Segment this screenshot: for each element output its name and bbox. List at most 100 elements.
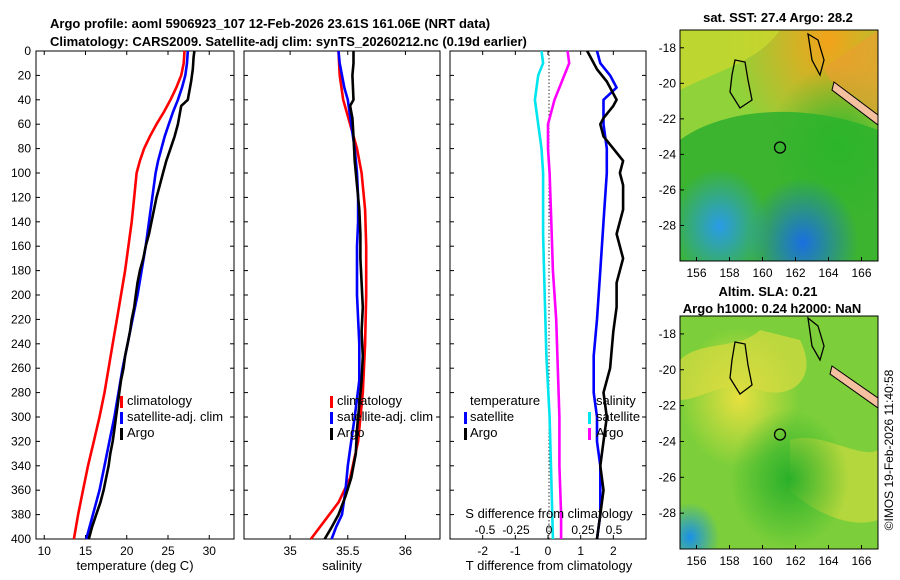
- x-tick-label: 36: [399, 544, 413, 558]
- legend-label-s-satellite: satellite: [596, 409, 640, 424]
- legend-title-temperature: temperature: [470, 393, 540, 408]
- depth-tick-label: 120: [11, 190, 31, 204]
- map-x-tick-label: 158: [719, 266, 739, 280]
- temperature-tick-labels: 10 15 20 25 30: [36, 50, 234, 558]
- depth-tick-label: 40: [18, 93, 32, 107]
- legend-swatch-t-satellite: [464, 412, 467, 424]
- map-y-tick-label: -18: [659, 41, 677, 55]
- x-tick-label: 0: [545, 544, 552, 558]
- sla-axes-box: [679, 315, 879, 550]
- sst-map-field: [680, 30, 878, 261]
- legend-label-s-argo: Argo: [596, 425, 623, 440]
- sla-map-field: [680, 316, 878, 549]
- legend-swatch-s-argo: [588, 428, 591, 440]
- legend-swatch-s-satellite: [588, 412, 591, 424]
- map-y-tick-label: -20: [659, 363, 677, 377]
- salinity-legend: climatology satellite-adj. clim Argo: [330, 393, 433, 440]
- map-y-tick-label: -26: [659, 470, 677, 484]
- sla-map-panel: Altim. SLA: 0.21 Argo h1000: 0.24 h2000:…: [659, 284, 879, 568]
- depth-tick-label: 400: [11, 532, 31, 546]
- salinity-xlabel: salinity: [322, 558, 362, 573]
- legend-swatch-climatology: [120, 396, 123, 408]
- legend-swatch-satellite-adj: [330, 412, 333, 424]
- depth-tick-label: 260: [11, 361, 31, 375]
- new-caledonia-land: [831, 81, 878, 126]
- x-tick-label: 10: [38, 544, 52, 558]
- s-tick: -0.25: [502, 523, 530, 537]
- new-caledonia-land: [829, 365, 878, 409]
- map-x-tick-label: 162: [785, 554, 805, 568]
- header-line-2: Climatology: CARS2009. Satellite-adj cli…: [50, 34, 527, 49]
- depth-tick-label: 320: [11, 434, 31, 448]
- salinity-panel: 35 35.5 36 salinity climatology satellite-…: [243, 50, 441, 573]
- temperature-legend: climatology satellite-adj. clim Argo: [120, 393, 223, 440]
- x-tick-label: 1: [577, 544, 584, 558]
- x-tick-label: 2: [610, 544, 617, 558]
- legend-label-climatology: climatology: [127, 393, 193, 408]
- legend-label-satellite-adj: satellite-adj. clim: [127, 409, 223, 424]
- salinity-axes-box: [243, 50, 441, 540]
- legend-title-salinity: salinity: [596, 393, 636, 408]
- header-line-1: Argo profile: aoml 5906923_107 12-Feb-20…: [50, 16, 490, 31]
- map-y-tick-label: -28: [659, 506, 677, 520]
- series-line-s-satellite: [533, 50, 555, 540]
- x-tick-label: 15: [79, 544, 93, 558]
- sla-map-subtitle: Argo h1000: 0.24 h2000: NaN: [683, 301, 861, 316]
- depth-tick-label: 200: [11, 288, 31, 302]
- s-tick: 0: [546, 523, 553, 537]
- map-y-tick-label: -24: [659, 434, 677, 448]
- depth-tick-label: 280: [11, 386, 31, 400]
- sla-map-title: Altim. SLA: 0.21: [719, 284, 818, 299]
- difference-series: [533, 50, 625, 540]
- argo-float-marker: [773, 428, 787, 441]
- map-y-tick-label: -22: [659, 399, 677, 413]
- s-difference-label: S difference from climatology: [465, 506, 633, 521]
- legend-label-argo: Argo: [337, 425, 364, 440]
- t-difference-xlabel: T difference from climatology: [466, 558, 633, 573]
- x-tick-label: 35.5: [336, 544, 360, 558]
- depth-tick-labels: 0 20 40 60 80 100 120 140 160 180 200 220 240 260 280 3…: [11, 44, 31, 546]
- legend-swatch-argo: [120, 428, 123, 440]
- bathymetry-contour: [729, 341, 753, 395]
- depth-tick-label: 160: [11, 239, 31, 253]
- series-line-satellite-adj-clim: [330, 50, 361, 540]
- map-y-tick-label: -22: [659, 112, 677, 126]
- map-y-tick-label: -28: [659, 218, 677, 232]
- legend-label-t-satellite: satellite: [470, 409, 514, 424]
- depth-tick-label: 0: [24, 44, 31, 58]
- depth-tick-label: 60: [18, 117, 32, 131]
- map-x-tick-label: 158: [719, 554, 739, 568]
- depth-tick-label: 140: [11, 215, 31, 229]
- temperature-panel: 0 20 40 60 80 100 120 140 160 180 200 220 240 260 280 3…: [11, 44, 235, 573]
- legend-swatch-t-argo: [464, 428, 467, 440]
- salinity-series: [309, 50, 368, 540]
- series-line-argo: [323, 51, 365, 540]
- temperature-xlabel: temperature (deg C): [76, 558, 193, 573]
- imos-timestamp: ©IMOS 19-Feb-2026 11:40:58: [882, 369, 896, 530]
- depth-tick-label: 20: [18, 68, 32, 82]
- x-tick-label: -2: [477, 544, 488, 558]
- legend-label-climatology: climatology: [337, 393, 403, 408]
- map-y-tick-label: -26: [659, 183, 677, 197]
- sst-map-panel: sat. SST: 27.4 Argo: 28.2 156 158 160 162 16…: [659, 10, 879, 280]
- series-line-climatology: [72, 50, 186, 540]
- depth-tick-label: 100: [11, 166, 31, 180]
- salinity-tick-labels: 35 35.5 36: [244, 50, 440, 558]
- t-difference-tick-labels: -2 -1 0 1 2: [450, 50, 646, 558]
- s-tick: -0.5: [475, 523, 496, 537]
- map-x-tick-label: 164: [818, 554, 838, 568]
- x-tick-label: -1: [510, 544, 521, 558]
- map-x-tick-label: 156: [686, 554, 706, 568]
- depth-tick-label: 220: [11, 312, 31, 326]
- sst-axes-box: [679, 29, 879, 262]
- depth-tick-label: 300: [11, 410, 31, 424]
- depth-tick-label: 380: [11, 508, 31, 522]
- depth-tick-label: 180: [11, 264, 31, 278]
- series-line-argo: [87, 50, 196, 540]
- depth-tick-label: 340: [11, 459, 31, 473]
- bathymetry-contour: [807, 32, 825, 77]
- bathymetry-contour: [807, 316, 825, 362]
- legend-label-satellite-adj: satellite-adj. clim: [337, 409, 433, 424]
- legend-swatch-argo: [330, 428, 333, 440]
